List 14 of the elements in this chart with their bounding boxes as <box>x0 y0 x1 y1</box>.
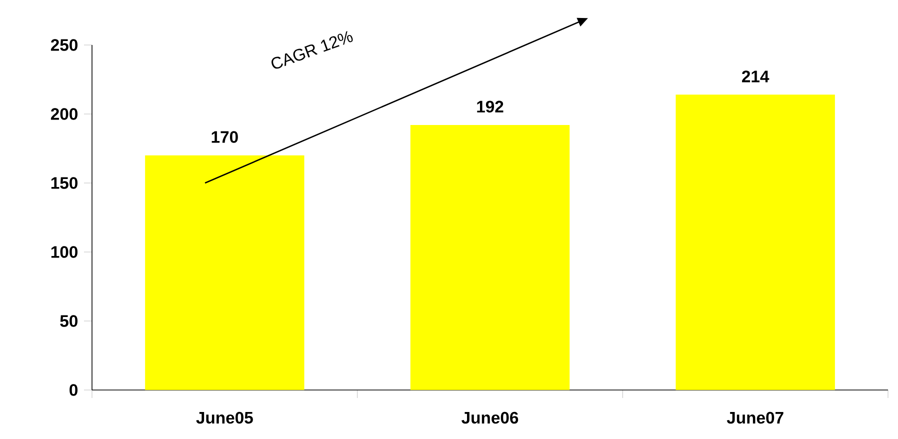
x-tick-label: June07 <box>726 412 784 424</box>
data-label: 214 <box>742 70 770 82</box>
data-label: 170 <box>212 131 238 143</box>
data-label: 192 <box>477 100 504 113</box>
bar <box>676 94 835 390</box>
y-tick-label: 0 <box>70 384 78 396</box>
annotation: CAGR 12% <box>272 31 353 69</box>
y-tick-label: 250 <box>50 39 78 51</box>
x-tick-label: June05 <box>196 412 253 424</box>
y-tick-label: 200 <box>50 108 78 120</box>
x-tick-label: June06 <box>462 412 518 424</box>
y-tick-label: 150 <box>51 177 78 189</box>
y-tick-label: 50 <box>60 315 78 327</box>
y-tick-label: 100 <box>51 246 78 258</box>
